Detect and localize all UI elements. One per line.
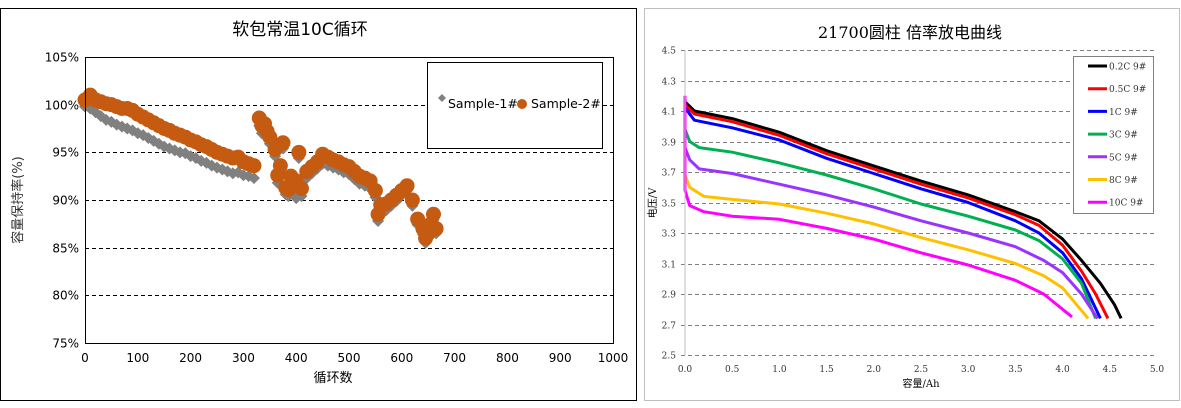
right-y-tick-label: 2.9 [662,291,677,301]
left-x-tick-label: 0 [81,351,89,365]
right-x-tick-label: 0.0 [678,365,693,375]
left-x-tick-label: 500 [338,351,361,365]
left-plot-area [85,57,614,344]
left-x-tick-label: 600 [390,351,413,365]
sample-1-point [121,122,134,135]
sample-1-legend-marker-icon [438,94,446,102]
legend-label: 0.2C 9# [1109,63,1146,73]
left-y-tick-label: 90% [52,194,79,208]
sample-2-point [399,178,415,194]
right-x-tick-label: 1.5 [819,365,834,375]
left-x-tick-label: 100 [126,351,149,365]
legend-label: 10C 9# [1109,199,1143,209]
left-legend: Sample-1# Sample-2# [427,62,603,149]
right-chart-title: 21700圆柱 倍率放电曲线 [818,23,1002,42]
series-line-0_5C9 [683,103,1110,320]
sample-2-point [428,221,444,237]
sample-2-point [262,129,278,145]
legend-label: 5C 9# [1109,153,1138,163]
sample-1-point [247,172,260,185]
sample-2-legend-marker-icon [517,99,527,109]
right-x-tick-label: 4.0 [1055,365,1070,375]
right-x-tick-label: 2.5 [914,365,929,375]
series-line-8C9 [683,174,1090,320]
series-line-1C9 [683,106,1102,320]
sample-2-point [272,158,288,174]
left-chart-title: 软包常温10C循环 [232,20,368,40]
left-x-tick-label: 700 [443,351,466,365]
legend-label-sample-2: Sample-2# [531,96,601,111]
left-x-tick-label: 800 [496,351,519,365]
right-y-tick-label: 4.1 [662,108,676,118]
series-line-10C9 [683,95,1073,319]
right-x-tick-label: 1.0 [772,365,787,375]
left-x-tick-label: 400 [285,351,308,365]
right-x-tick-label: 0.5 [725,365,740,375]
legend-label: 8C 9# [1109,176,1138,186]
right-y-tick-label: 2.7 [662,322,677,332]
right-x-tick-label: 2.0 [867,365,882,375]
right-x-tick-label: 5.0 [1150,365,1165,375]
series-line-3C9 [683,128,1097,319]
series-line-0_2C9 [683,100,1123,320]
right-legend: 0.2C 9# 0.5C 9# 1C 9# 3C 9# 5C 9# 8C 9# 10C 9# [1073,56,1154,214]
legend-label: 0.5C 9# [1109,85,1146,95]
left-x-tick-label: 200 [179,351,202,365]
legend-label: 1C 9# [1109,108,1138,118]
sample-2-point [291,144,307,160]
right-x-tick-label: 3.0 [961,365,976,375]
series-line-5C9 [683,147,1099,320]
left-x-tick-label: 900 [549,351,572,365]
left-x-tick-label: 1000 [598,351,629,365]
right-y-tick-label: 2.5 [662,352,677,362]
right-x-tick-label: 3.5 [1008,365,1023,375]
left-y-tick-label: 95% [52,146,79,160]
right-x-axis-label: 容量/Ah [902,377,940,390]
left-y-tick-label: 100% [45,99,79,113]
right-y-tick-label: 3.9 [662,139,677,149]
left-x-axis-label: 循环数 [313,371,352,386]
right-y-tick-label: 4.5 [662,47,677,57]
right-y-tick-label: 3.1 [662,261,676,271]
right-y-tick-label: 3.3 [662,230,677,240]
sample-2-point [425,206,441,222]
right-y-axis-label: 电压/V [646,187,659,218]
sample-2-point [293,181,309,197]
legend-label-sample-1: Sample-1# [448,96,518,111]
sample-2-point [275,135,291,151]
left-y-tick-label: 85% [52,242,79,256]
sample-2-point [246,158,262,174]
left-y-axis-label: 容量保持率(%) [10,156,26,244]
sample-2-point [404,192,420,208]
left-y-tick-label: 75% [52,337,79,351]
legend-label: 3C 9# [1109,131,1138,141]
right-y-tick-label: 4.3 [662,78,677,88]
right-x-tick-label: 4.5 [1103,365,1118,375]
right-y-tick-label: 3.5 [662,200,677,210]
left-y-tick-label: 80% [52,289,79,303]
right-y-tick-label: 3.7 [662,169,677,179]
sample-2-point [367,182,383,198]
left-x-tick-label: 300 [232,351,255,365]
left-y-tick-label: 105% [45,51,79,65]
sample-1-point [115,120,128,133]
